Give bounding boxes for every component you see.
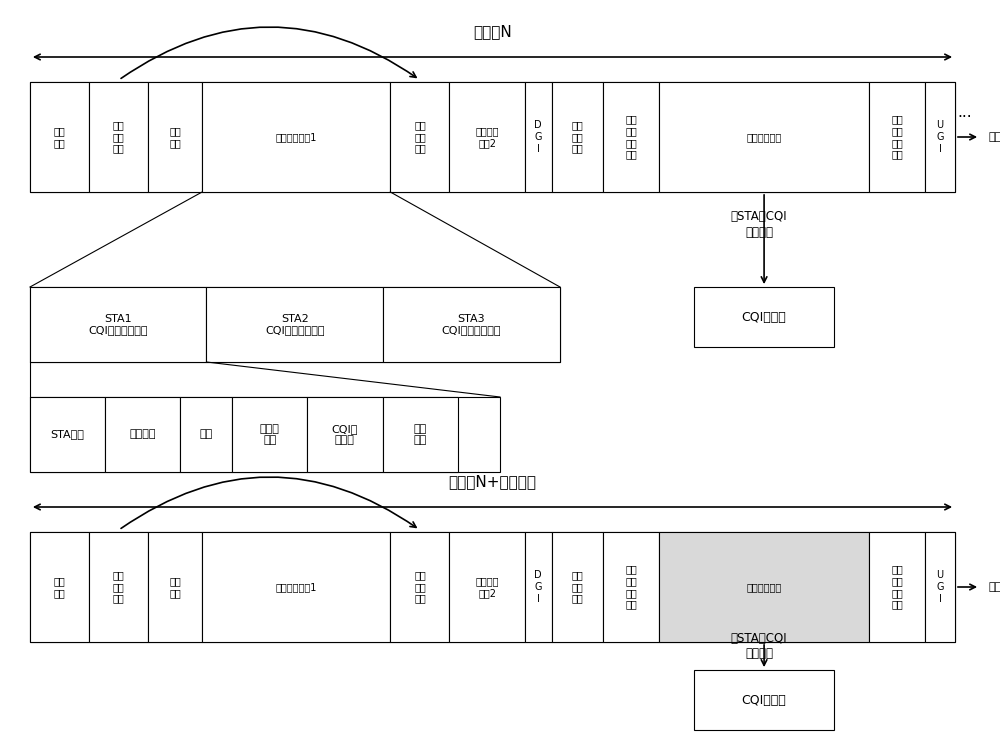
Text: 物理帧N: 物理帧N: [473, 24, 512, 39]
Text: CQI反馈帧: CQI反馈帧: [742, 694, 786, 706]
Bar: [525, 532, 552, 642]
Text: 各STA的CQI
反馈传输: 各STA的CQI 反馈传输: [731, 632, 787, 660]
Text: 上行
随机
接入
信道: 上行 随机 接入 信道: [891, 114, 903, 160]
Bar: [30, 532, 955, 642]
Bar: [869, 532, 925, 642]
Text: 物理帧N+反馈周期: 物理帧N+反馈周期: [449, 474, 536, 490]
Bar: [449, 82, 525, 192]
Text: D
G
I: D G I: [534, 120, 542, 154]
Bar: [30, 397, 105, 472]
Text: STA3
CQI反馈资源指示: STA3 CQI反馈资源指示: [442, 314, 501, 335]
Text: 时间: 时间: [988, 132, 1000, 142]
Text: D
G
I: D G I: [534, 571, 542, 603]
Text: 下行传输
信道2: 下行传输 信道2: [475, 577, 499, 598]
Text: 上行
调度
请求
信道: 上行 调度 请求 信道: [625, 114, 637, 160]
Text: CQI反馈帧: CQI反馈帧: [742, 310, 786, 324]
Bar: [89, 82, 148, 192]
Bar: [30, 82, 89, 192]
Bar: [180, 397, 232, 472]
Text: STA标识: STA标识: [51, 430, 85, 439]
Text: 上行
调度
请求
信道: 上行 调度 请求 信道: [625, 565, 637, 609]
Text: U
G
I: U G I: [936, 120, 944, 154]
Bar: [206, 287, 383, 362]
Bar: [869, 82, 925, 192]
Text: ...: ...: [958, 105, 972, 119]
Text: 下行
探测
信道: 下行 探测 信道: [414, 571, 426, 603]
Bar: [382, 397, 458, 472]
Bar: [390, 532, 449, 642]
Text: 上行
探测
信道: 上行 探测 信道: [572, 571, 583, 603]
Text: 控制
信道: 控制 信道: [169, 577, 181, 598]
Text: CQI传
输模式: CQI传 输模式: [332, 424, 358, 445]
Text: 系统
信息
信道: 系统 信息 信道: [113, 571, 125, 603]
Text: 下行传输信道1: 下行传输信道1: [276, 582, 317, 592]
Text: 上行
随机
接入
信道: 上行 随机 接入 信道: [891, 565, 903, 609]
Text: 上行传输信道: 上行传输信道: [746, 582, 782, 592]
Text: 时间: 时间: [988, 582, 1000, 592]
Bar: [552, 82, 603, 192]
Text: 各STA的CQI
反馈传输: 各STA的CQI 反馈传输: [731, 211, 787, 238]
Bar: [694, 670, 834, 730]
Bar: [307, 397, 382, 472]
Text: 前导
序列: 前导 序列: [54, 126, 65, 148]
Text: 控制
信道: 控制 信道: [169, 126, 181, 148]
Bar: [449, 532, 525, 642]
Text: STA2
CQI反馈资源指示: STA2 CQI反馈资源指示: [265, 314, 324, 335]
Bar: [30, 532, 89, 642]
Text: 上行传输信道: 上行传输信道: [746, 132, 782, 142]
Bar: [148, 82, 202, 192]
Bar: [202, 82, 390, 192]
Bar: [603, 532, 659, 642]
Bar: [925, 82, 955, 192]
Text: 符号偏移: 符号偏移: [130, 430, 156, 439]
Text: 反馈
周期: 反馈 周期: [413, 424, 427, 445]
Text: U
G
I: U G I: [936, 571, 944, 603]
Bar: [232, 397, 307, 472]
Text: 前导
序列: 前导 序列: [54, 577, 65, 598]
Text: 系统
信息
信道: 系统 信息 信道: [113, 120, 125, 154]
Bar: [659, 82, 869, 192]
Bar: [390, 82, 449, 192]
Bar: [30, 82, 955, 192]
Bar: [694, 287, 834, 347]
Bar: [89, 532, 148, 642]
Text: 下行传输
信道2: 下行传输 信道2: [475, 126, 499, 148]
Text: 上行
探测
信道: 上行 探测 信道: [572, 120, 583, 154]
Text: 下行传输信道1: 下行传输信道1: [276, 132, 317, 142]
Text: STA1
CQI反馈资源指示: STA1 CQI反馈资源指示: [88, 314, 148, 335]
Bar: [383, 287, 560, 362]
Text: 下行
探测
信道: 下行 探测 信道: [414, 120, 426, 154]
Bar: [925, 532, 955, 642]
Bar: [105, 397, 180, 472]
Bar: [30, 287, 560, 362]
Bar: [525, 82, 552, 192]
Text: 时长: 时长: [200, 430, 213, 439]
Bar: [659, 532, 869, 642]
Bar: [552, 532, 603, 642]
Bar: [202, 532, 390, 642]
Text: 子信道
指示: 子信道 指示: [260, 424, 280, 445]
Bar: [603, 82, 659, 192]
Bar: [148, 532, 202, 642]
Bar: [30, 287, 206, 362]
Bar: [30, 397, 500, 472]
